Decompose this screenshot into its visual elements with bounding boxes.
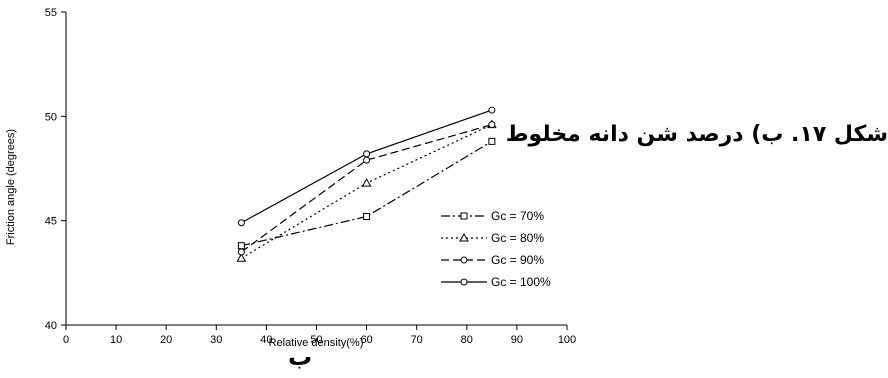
data-point: [488, 137, 496, 145]
x-tick-label: 30: [210, 334, 222, 346]
series-line: [241, 140, 493, 247]
data-point: [361, 178, 372, 187]
x-tick-label: 0: [63, 334, 69, 346]
x-tick-label: 80: [461, 334, 473, 346]
x-tick-label: 70: [411, 334, 423, 346]
legend-entry: Gc = 70%: [491, 209, 544, 223]
series-line: [241, 124, 493, 259]
legend-marker: [459, 232, 469, 242]
data-point: [237, 219, 245, 227]
data-point: [236, 253, 247, 262]
figure-letter: ب: [287, 343, 313, 371]
data-point: [488, 121, 496, 129]
data-point: [237, 242, 245, 250]
x-tick-label: 10: [110, 334, 122, 346]
y-tick-label: 40: [45, 320, 57, 332]
legend-marker: [460, 278, 468, 286]
legend-marker: [460, 212, 468, 220]
data-point: [363, 150, 371, 158]
legend-entry: Gc = 90%: [491, 253, 544, 267]
figure-caption: شکل ۱۷. ب) درصد شن دانه مخلوط: [505, 122, 888, 147]
data-point: [488, 106, 496, 114]
x-tick-label: 20: [160, 334, 172, 346]
legend-entry: Gc = 80%: [491, 231, 544, 245]
x-tick-label: 50: [310, 334, 322, 346]
legend-entry: Gc = 100%: [491, 275, 551, 289]
series-line: [241, 109, 493, 224]
x-tick-label: 40: [260, 334, 272, 346]
x-axis-label: Relative density(%): [269, 337, 364, 349]
y-tick-label: 55: [45, 7, 57, 19]
x-tick-label: 60: [360, 334, 372, 346]
y-tick-label: 45: [45, 216, 57, 228]
y-tick-label: 50: [45, 111, 57, 123]
data-point: [237, 248, 245, 256]
series-line: [240, 124, 493, 253]
y-axis-label: Friction angle (degrees): [5, 129, 17, 245]
x-tick-label: 90: [511, 334, 523, 346]
x-tick-label: 100: [558, 334, 576, 346]
data-point: [363, 156, 371, 164]
data-point: [363, 212, 371, 220]
legend-marker: [460, 256, 468, 264]
